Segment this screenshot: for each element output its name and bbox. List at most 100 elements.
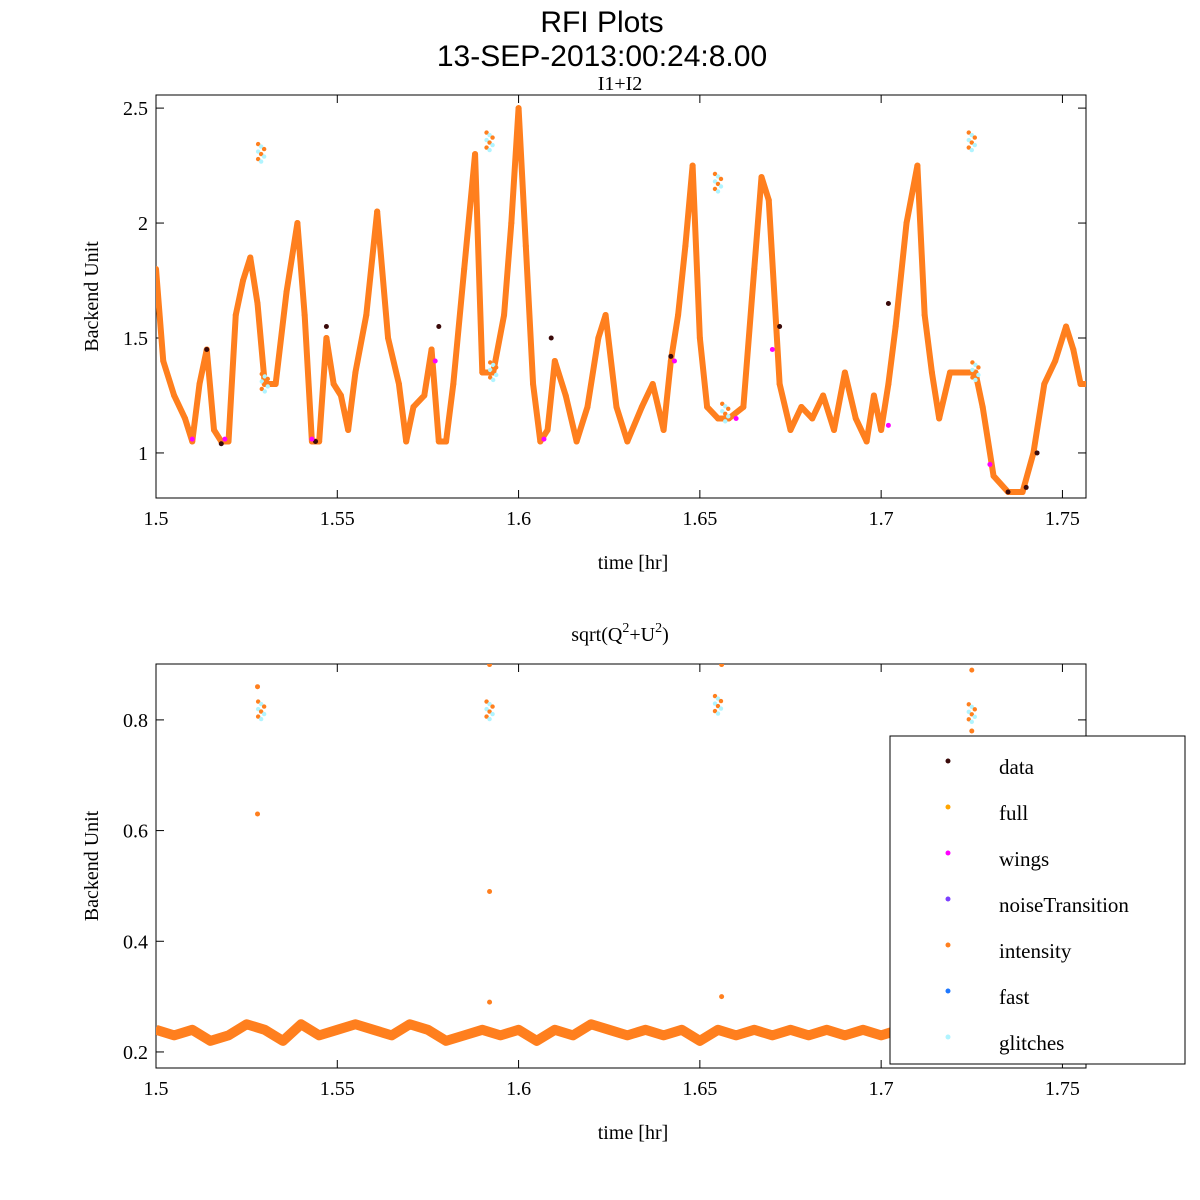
legend-label: data — [999, 755, 1035, 779]
glitch-point — [487, 147, 492, 153]
glitch-point — [718, 176, 724, 182]
point-intensity — [515, 105, 522, 112]
point-intensity — [562, 392, 569, 399]
point-intensity — [1052, 357, 1059, 364]
glitch-point — [715, 189, 721, 194]
point-intensity — [156, 1026, 159, 1033]
point-data — [204, 346, 210, 352]
glitch-point — [259, 379, 264, 384]
point-intensity — [638, 403, 645, 410]
glitch-point — [487, 367, 493, 373]
point-wings — [733, 415, 739, 421]
point-intensity — [370, 1026, 377, 1033]
y-tick-label: 2.5 — [123, 98, 148, 120]
glitch-point — [970, 375, 975, 380]
point-wings — [432, 358, 438, 364]
y-tick-label: 0.2 — [123, 1042, 148, 1064]
glitch-point — [255, 699, 261, 704]
x-tick-label: 1.5 — [144, 1078, 169, 1100]
point-intensity — [406, 1021, 413, 1028]
glitch-point — [484, 706, 489, 712]
glitch-point — [262, 374, 267, 379]
glitch-point — [723, 419, 728, 424]
point-intensity — [751, 1026, 758, 1033]
point-intensity — [443, 1037, 450, 1044]
glitch-point — [487, 132, 492, 138]
point-intensity — [1030, 449, 1037, 456]
point-intensity — [247, 254, 254, 261]
x-tick-label: 1.6 — [506, 1078, 531, 1100]
plot-frame — [155, 94, 1087, 499]
glitch-point — [493, 372, 499, 378]
glitch-point — [966, 702, 971, 707]
point-intensity — [551, 357, 558, 364]
point-wings — [309, 436, 315, 442]
point-intensity — [751, 266, 758, 273]
point-data — [1023, 484, 1029, 490]
point-intensity — [1084, 381, 1086, 387]
point-intensity — [990, 472, 997, 479]
point-intensity — [733, 1032, 740, 1039]
legend-item-intensity: intensity — [945, 939, 1072, 963]
point-intensity — [606, 1026, 613, 1033]
y-axis-label: Backend Unit — [81, 810, 103, 921]
glitch-point — [973, 370, 978, 375]
legend-item-full: full — [945, 801, 1028, 825]
point-intensity — [551, 1026, 558, 1033]
point-intensity — [1077, 380, 1084, 387]
point-intensity — [823, 1026, 830, 1033]
glitch-point — [258, 716, 264, 722]
point-intensity — [613, 403, 620, 410]
point-intensity — [678, 1026, 685, 1033]
series-intensity-line — [156, 105, 1086, 496]
point-intensity — [765, 197, 772, 204]
legend-label: glitches — [999, 1031, 1064, 1055]
point-intensity — [914, 162, 921, 169]
point-wings — [671, 358, 677, 364]
legend-box — [889, 735, 1186, 1065]
point-intensity — [660, 426, 667, 433]
point-intensity — [696, 1037, 703, 1044]
point-intensity — [841, 1032, 848, 1039]
point-intensity — [1019, 489, 1026, 496]
glitch-point — [712, 179, 718, 184]
y-tick-label: 0.8 — [123, 710, 148, 732]
point-intensity — [479, 369, 486, 376]
glitch-point — [261, 154, 267, 159]
glitch-point — [493, 365, 499, 370]
x-tick-label: 1.6 — [506, 508, 531, 530]
legend-marker — [945, 896, 951, 902]
point-intensity — [776, 380, 783, 387]
glitch-point — [255, 714, 261, 719]
glitch-point — [259, 371, 264, 377]
point-intensity — [497, 1032, 504, 1039]
point-intensity — [809, 415, 816, 422]
point-intensity — [298, 1021, 305, 1028]
point-intensity — [841, 369, 848, 376]
point-data — [436, 324, 442, 330]
glitch-point — [261, 704, 267, 709]
glitch-point — [487, 716, 492, 722]
point-intensity — [947, 369, 954, 376]
legend-marker — [945, 942, 951, 948]
point-intensity — [403, 438, 410, 445]
glitch-point — [723, 404, 728, 409]
glitch-point — [969, 140, 974, 145]
glitch-point — [712, 186, 718, 192]
point-intensity — [435, 438, 442, 445]
point-intensity — [323, 334, 330, 341]
glitch-point — [720, 416, 725, 422]
glitch-point — [258, 159, 264, 164]
glitch-point — [972, 142, 977, 148]
point-intensity — [863, 438, 870, 445]
point-intensity — [363, 312, 370, 319]
point-intensity — [1063, 323, 1070, 330]
point-intensity — [156, 266, 159, 273]
point-intensity — [337, 392, 344, 399]
point-intensity — [649, 380, 656, 387]
glitch-point — [255, 156, 261, 162]
point-intensity — [860, 1026, 867, 1033]
glitch-point — [262, 381, 267, 387]
point-intensity — [522, 243, 529, 250]
